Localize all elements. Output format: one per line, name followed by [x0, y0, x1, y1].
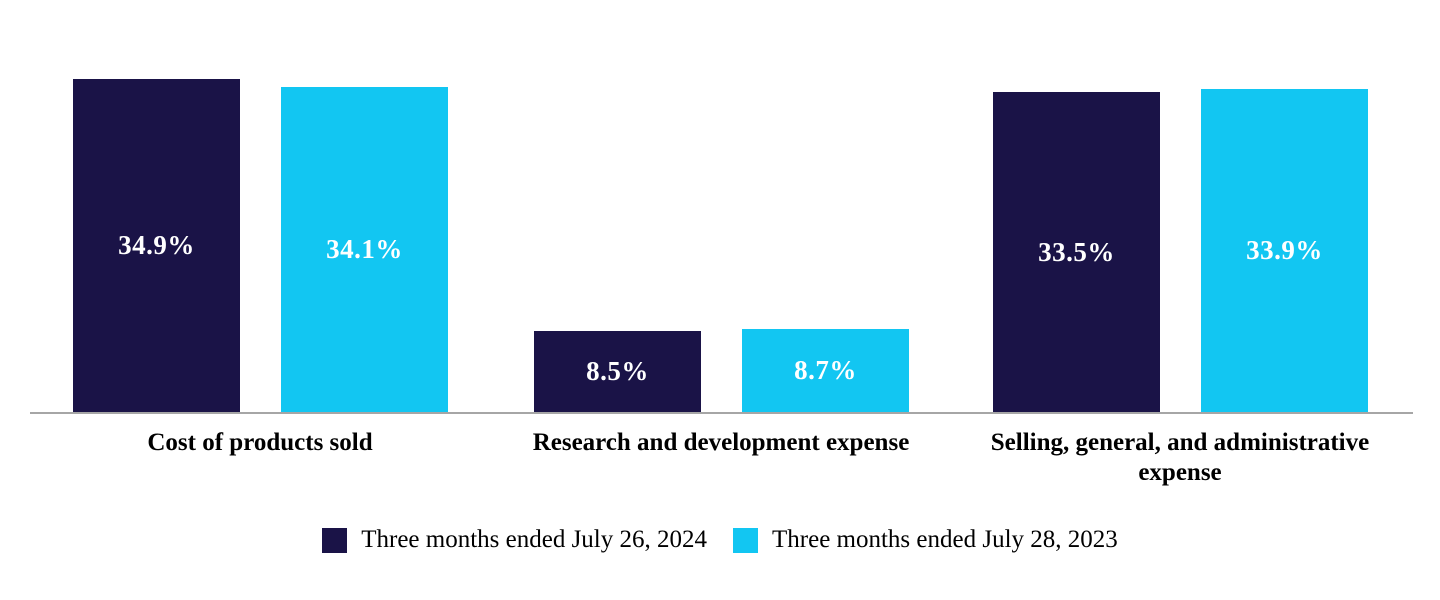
- legend: Three months ended July 26, 2024 Three m…: [0, 526, 1440, 554]
- bar-value-label: 33.9%: [1246, 235, 1323, 265]
- legend-label-2024: Three months ended July 26, 2024: [361, 526, 707, 553]
- legend-label-2023: Three months ended July 28, 2023: [772, 526, 1118, 553]
- bar-research-and-development-expense-series-1: 8.7%: [742, 329, 909, 412]
- bar-cost-of-products-sold-series-0: 34.9%: [73, 79, 240, 412]
- category-label-cost-of-products-sold: Cost of products sold: [147, 429, 373, 456]
- legend-swatch-2023: [733, 527, 758, 553]
- bar-value-label: 8.7%: [794, 355, 857, 385]
- bar-selling-general-and-administrative-expense-series-1: 33.9%: [1201, 89, 1368, 412]
- x-axis-line: [30, 412, 1413, 414]
- bar-research-and-development-expense-series-0: 8.5%: [534, 331, 701, 412]
- category-label-selling-general-and-administrative-expense: Selling, general, and administrative exp…: [990, 429, 1370, 486]
- legend-swatch-2024: [322, 527, 348, 553]
- legend-item-2023: Three months ended July 28, 2023: [733, 526, 1118, 554]
- bar-cost-of-products-sold-series-1: 34.1%: [281, 87, 448, 412]
- bar-value-label: 34.1%: [326, 234, 403, 264]
- bar-value-label: 34.9%: [118, 230, 195, 260]
- bar-selling-general-and-administrative-expense-series-0: 33.5%: [993, 92, 1160, 412]
- category-label-research-and-development-expense: Research and development expense: [532, 429, 910, 456]
- bar-value-label: 8.5%: [586, 356, 649, 386]
- legend-item-2024: Three months ended July 26, 2024: [322, 526, 707, 554]
- bar-value-label: 33.5%: [1038, 236, 1115, 267]
